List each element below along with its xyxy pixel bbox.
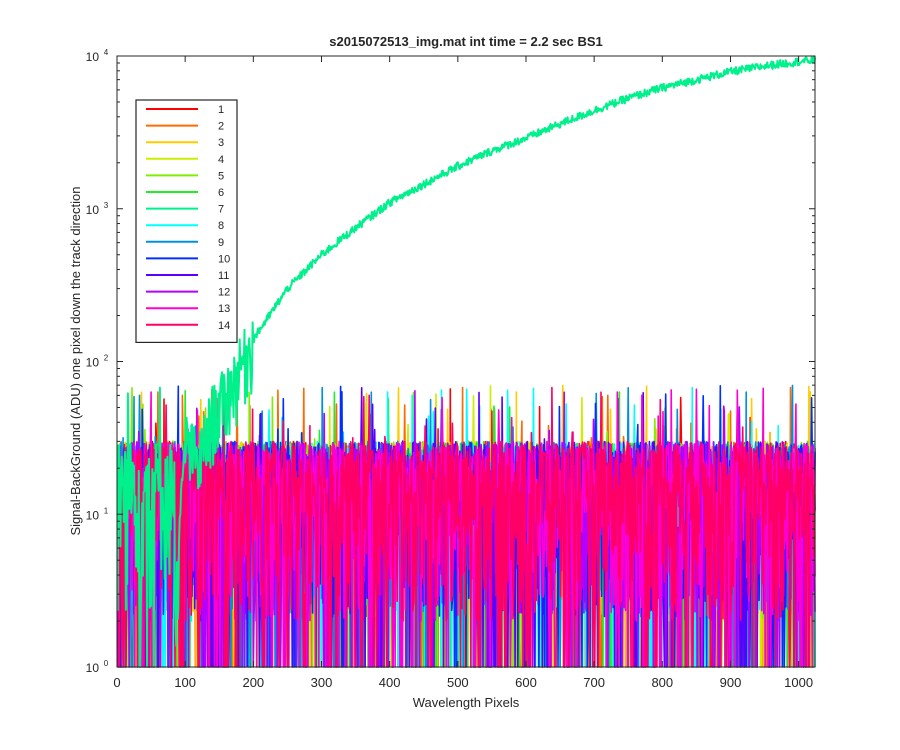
x-tick-label: 800 — [651, 675, 673, 690]
x-tick-label: 300 — [311, 675, 333, 690]
x-tick-label: 100 — [174, 675, 196, 690]
legend-label-7: 7 — [218, 204, 224, 216]
y-tick-label: 10 — [86, 508, 100, 522]
legend-label-1: 1 — [218, 104, 224, 116]
x-tick-label: 200 — [242, 675, 264, 690]
x-tick-label: 700 — [583, 675, 605, 690]
legend-label-2: 2 — [218, 121, 224, 133]
series-line-14 — [117, 386, 816, 668]
x-tick-label: 400 — [379, 675, 401, 690]
legend-label-13: 13 — [218, 303, 230, 315]
x-tick-label: 500 — [447, 675, 469, 690]
legend-label-8: 8 — [218, 220, 224, 232]
legend-box — [135, 99, 238, 343]
x-tick-label: 900 — [720, 675, 742, 690]
x-tick-label: 0 — [113, 675, 120, 690]
legend-label-6: 6 — [218, 187, 224, 199]
series-layer — [116, 55, 816, 668]
legend-label-3: 3 — [218, 137, 224, 149]
legend-label-9: 9 — [218, 237, 224, 249]
y-tick-exponent: 4 — [104, 48, 109, 57]
legend-label-12: 12 — [218, 287, 230, 299]
y-tick-label: 10 — [86, 203, 100, 217]
x-tick-label: 1000 — [784, 675, 813, 690]
y-tick-exponent: 0 — [104, 659, 109, 668]
legend-label-14: 14 — [218, 320, 230, 332]
y-tick-exponent: 1 — [104, 506, 109, 515]
legend-label-10: 10 — [218, 253, 230, 265]
legend-label-11: 11 — [218, 270, 229, 282]
x-tick-label: 600 — [515, 675, 537, 690]
y-tick-label: 10 — [86, 356, 100, 370]
y-tick-exponent: 2 — [104, 354, 109, 363]
y-tick-label: 10 — [86, 661, 100, 675]
y-tick-exponent: 3 — [104, 201, 109, 210]
series-line-7 — [116, 55, 816, 668]
x-axis-label: Wavelength Pixels — [413, 695, 520, 710]
legend-label-5: 5 — [218, 170, 224, 182]
chart-title: s2015072513_img.mat int time = 2.2 sec B… — [329, 34, 603, 49]
y-axis-label: Signal-BackGround (ADU) one pixel down t… — [68, 186, 83, 535]
y-tick-label: 10 — [86, 50, 100, 64]
legend-label-4: 4 — [218, 154, 224, 166]
